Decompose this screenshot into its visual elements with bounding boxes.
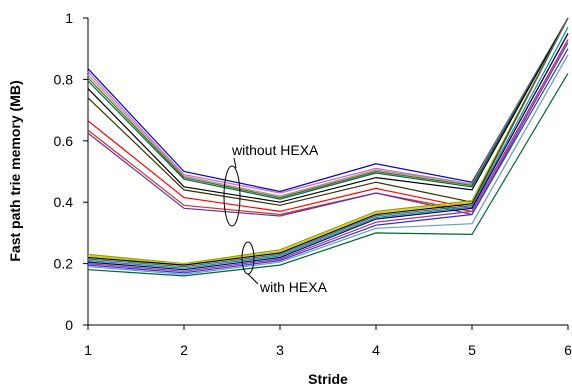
series-line-without-hexa-2 — [87, 17, 569, 197]
series-line-without-hexa-0 — [87, 17, 569, 193]
x-tick-label: 6 — [564, 342, 572, 358]
series-line-with-hexa-16 — [87, 39, 569, 272]
without-hexa-leader — [233, 157, 237, 169]
x-tick-label: 5 — [468, 342, 476, 358]
with-hexa-label: with HEXA — [259, 279, 328, 295]
y-tick-label: 0.8 — [54, 71, 74, 87]
series-line-with-hexa-13 — [87, 17, 569, 268]
series-line-without-hexa-3 — [87, 17, 569, 199]
series-line-with-hexa-18 — [87, 54, 569, 275]
y-axis-title: Fast path trie memory (MB) — [7, 80, 23, 261]
x-axis-title: Stride — [308, 371, 348, 387]
series-line-with-hexa-12 — [87, 17, 569, 266]
series-line-with-hexa-19 — [87, 72, 569, 277]
series-line-with-hexa-17 — [87, 48, 569, 274]
series-group — [87, 17, 569, 277]
x-tick-label: 4 — [372, 342, 380, 358]
without-hexa-label: without HEXA — [231, 142, 319, 158]
series-line-without-hexa-4 — [87, 17, 569, 200]
series-line-without-hexa-5 — [87, 17, 569, 203]
series-line-without-hexa-8 — [87, 39, 569, 216]
with-hexa-leader — [247, 273, 259, 285]
series-line-with-hexa-15 — [87, 33, 569, 271]
ticks: 0 0.2 0.4 0.6 0.8 1 1 2 3 4 5 6 — [54, 10, 572, 358]
without-hexa-bracket — [223, 165, 241, 227]
series-line-with-hexa-14 — [87, 26, 569, 269]
x-tick-label: 2 — [180, 342, 188, 358]
y-tick-label: 1 — [65, 10, 73, 26]
y-tick-label: 0.4 — [54, 194, 74, 210]
y-tick-label: 0 — [65, 317, 73, 333]
x-tick-label: 3 — [276, 342, 284, 358]
y-tick-label: 0.6 — [54, 133, 74, 149]
y-tick-label: 0.2 — [54, 256, 74, 272]
x-tick-label: 1 — [84, 342, 92, 358]
